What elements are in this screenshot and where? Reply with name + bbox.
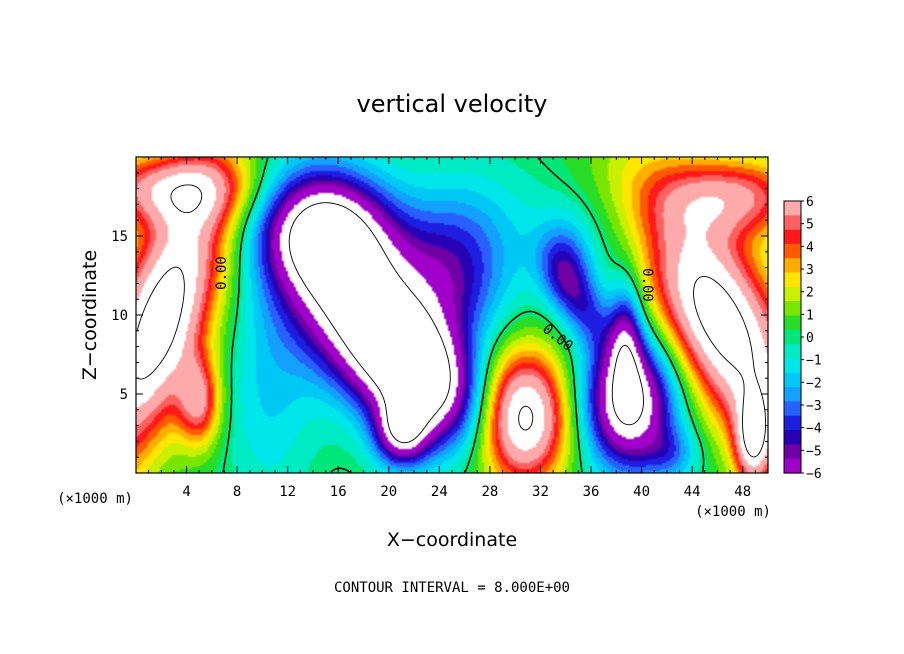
colorbar-label: 1 [806,308,814,323]
contour-label-zero-left: 0.00 [214,256,230,290]
x-tick-label: 40 [633,484,650,500]
contour-lines [136,157,767,473]
colorbar-label: −5 [806,444,822,459]
colorbar-swatch [784,372,801,388]
colorbar-swatch [784,215,801,231]
x-tick-label: 12 [279,484,296,500]
colorbar-swatch [784,229,801,245]
x-tick-label: 4 [182,484,190,500]
colorbar-swatch [784,272,801,288]
y-axis-ticks: 5 10 15 [111,172,768,458]
chart-title: vertical velocity [357,90,548,118]
colorbar-label: 4 [806,240,814,255]
x-tick-label: 28 [481,484,498,500]
colorbar-swatch [784,444,801,460]
x-unit-left: (×1000 m) [57,491,133,507]
colorbar-label: −3 [806,399,822,414]
contour-positive [136,184,767,458]
x-tick-label: 48 [734,484,751,500]
colorbar-label: 0 [806,331,814,346]
colorbar-swatch [784,458,801,474]
colorbar [783,200,802,474]
x-tick-label: 44 [684,484,701,500]
colorbar-label: −1 [806,354,822,369]
plot-area [136,157,768,473]
x-tick-label: 36 [583,484,600,500]
colorbar-swatch [784,301,801,317]
colorbar-swatch [784,258,801,274]
x-axis-ticks: 4 8 12 16 20 24 28 32 36 40 44 48 [148,157,756,500]
colorbar-swatch [784,286,801,302]
colorbar-swatch [784,201,801,216]
velocity-field [136,157,768,473]
y-tick-label: 5 [120,387,128,403]
colorbar-label: 5 [806,218,814,233]
x-unit-right: (×1000 m) [695,504,771,520]
colorbar-swatch [784,243,801,259]
colorbar-swatch [784,401,801,417]
colorbar-swatch [784,344,801,360]
x-tick-label: 24 [431,484,448,500]
colorbar-swatch [784,329,801,345]
contour-label-zero-right: 0.00 [639,268,655,302]
x-tick-label: 20 [380,484,397,500]
colorbar-swatch [784,387,801,403]
x-tick-label: 8 [233,484,241,500]
colorbar-swatch [784,415,801,431]
contour-zero [222,157,705,473]
colorbar-label: −2 [806,376,822,391]
colorbar-label: 3 [806,263,814,278]
colorbar-swatch [784,315,801,331]
colorbar-swatch [784,430,801,445]
y-tick-label: 10 [111,308,128,324]
colorbar-swatch [784,358,801,374]
y-axis-label: Z−coordinate [79,250,101,380]
colorbar-labels: 6 5 4 3 2 1 0 −1 −2 −3 −4 −5 −6 [801,195,822,482]
colorbar-label: 6 [806,195,814,210]
colorbar-label: −6 [806,467,822,482]
x-tick-label: 16 [330,484,347,500]
x-axis-label: X−coordinate [387,529,517,551]
contour-labels: 0.00 0.00 0.00 [214,256,655,354]
contour-interval-note: CONTOUR INTERVAL = 8.000E+00 [334,580,570,596]
y-tick-label: 15 [111,229,128,245]
contour-negative [288,202,644,444]
colorbar-label: −4 [806,422,822,437]
x-tick-label: 32 [532,484,549,500]
colorbar-label: 2 [806,286,814,301]
